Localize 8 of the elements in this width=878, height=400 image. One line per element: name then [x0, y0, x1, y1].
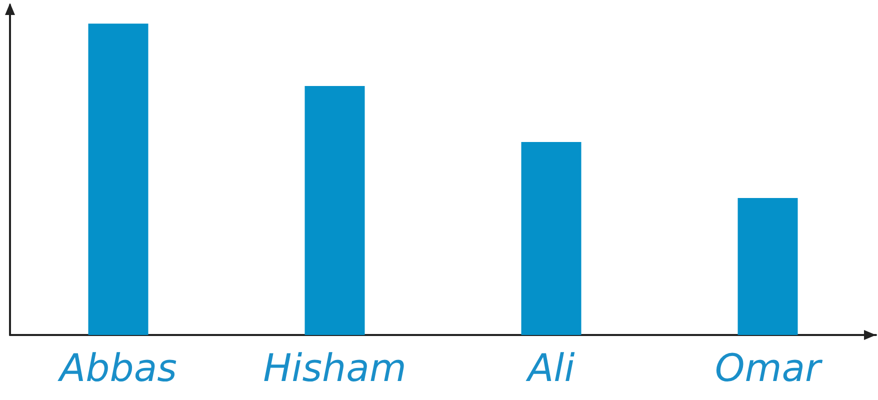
x-tick-label: Hisham [263, 346, 406, 390]
x-tick-label: Omar [714, 346, 824, 390]
bar [521, 142, 582, 335]
bar [304, 86, 365, 335]
bar [88, 24, 148, 335]
x-tick-label: Abbas [56, 346, 177, 390]
bar [738, 198, 798, 335]
x-tick-label: Ali [524, 346, 576, 390]
